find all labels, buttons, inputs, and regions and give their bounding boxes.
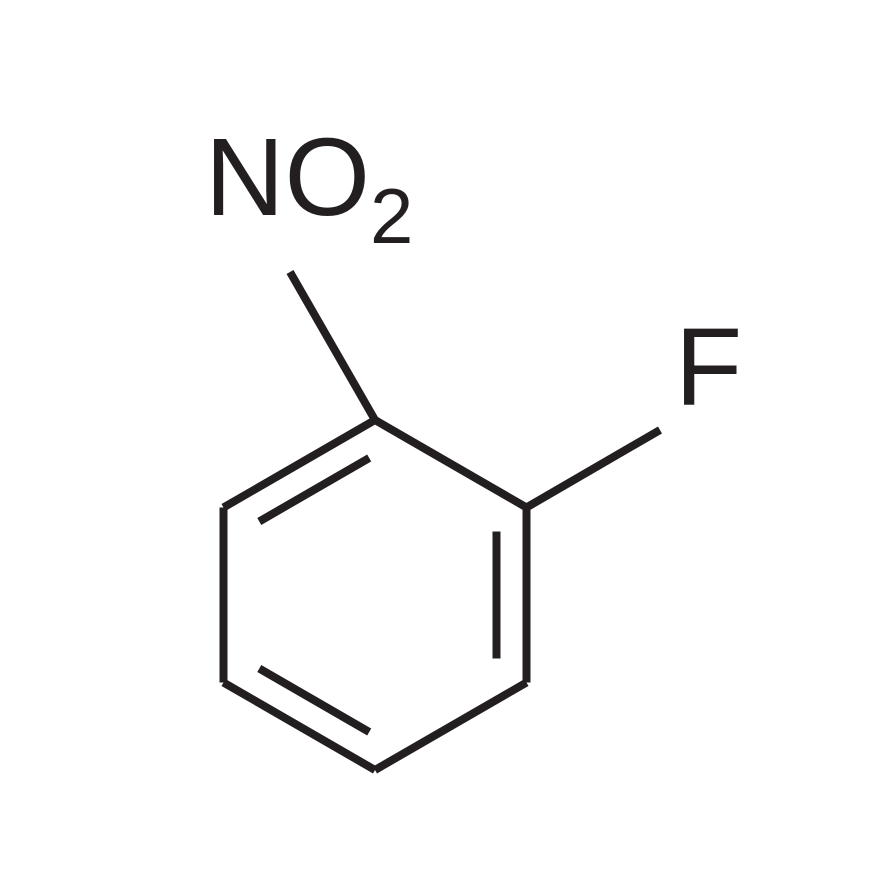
ring-bond-6-inner xyxy=(259,458,369,521)
substituent-bond-F xyxy=(527,430,661,508)
ring-bond-4-inner xyxy=(259,669,369,732)
atom-label-F: F xyxy=(675,306,742,429)
atom-label-NO2: NO2 xyxy=(205,116,413,260)
substituent-bond-NO2 xyxy=(290,272,375,420)
molecule-diagram: NO2 F xyxy=(0,0,890,890)
ring-bond-3 xyxy=(375,683,527,771)
ring-bond-1 xyxy=(375,420,527,508)
